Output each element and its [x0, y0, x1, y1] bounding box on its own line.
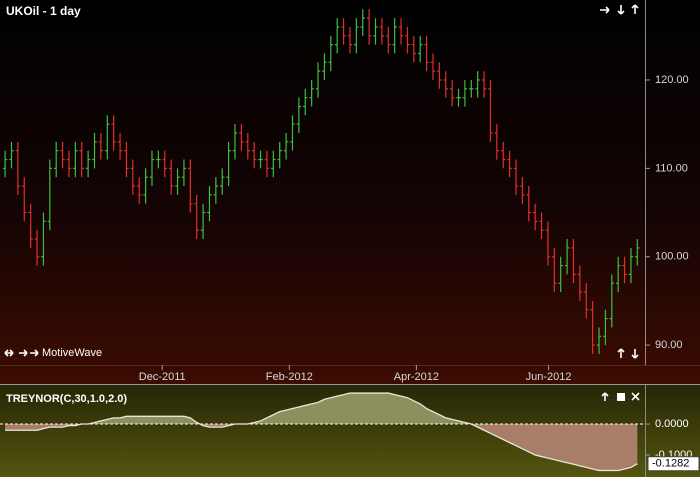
y-tick-label: 0.0000: [655, 418, 689, 430]
y-tick-label: 110.00: [655, 162, 688, 174]
y-tick-label: 100.00: [655, 251, 689, 263]
x-tick-label: Feb-2012: [266, 371, 313, 383]
area-below: [5, 424, 638, 471]
value-box: [647, 456, 700, 472]
y-tick-label: 120.00: [655, 74, 689, 86]
x-tick-label: Apr-2012: [394, 371, 439, 383]
value-label: -0.1282: [652, 458, 689, 470]
chart-title: UKOil - 1 day: [6, 4, 81, 18]
indicator-title: TREYNOR(C,30,1.0,2.0): [6, 393, 127, 405]
branding: MotiveWave: [42, 347, 102, 359]
area-above: [5, 393, 638, 425]
indicator-line: [5, 392, 638, 472]
x-tick-label: Dec-2011: [139, 371, 186, 383]
y-tick-label: 90.00: [655, 339, 683, 351]
panel-icon[interactable]: [617, 393, 625, 401]
price-panel-bg: [0, 0, 700, 385]
x-tick-label: Jun-2012: [526, 371, 572, 383]
nav-icons[interactable]: [4, 4, 640, 401]
